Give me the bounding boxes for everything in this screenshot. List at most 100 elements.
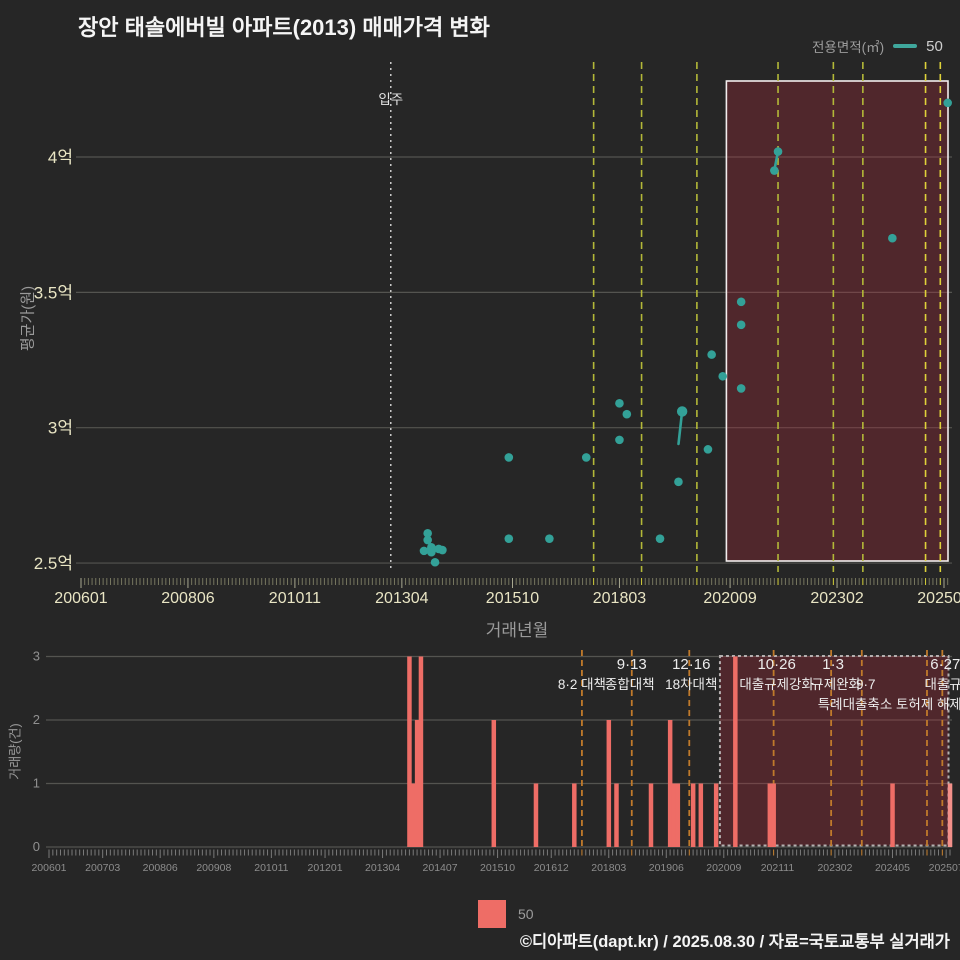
x-axis-tick-label: 201304: [365, 862, 400, 874]
policy-annotation: 규제완화: [811, 677, 861, 692]
legend-line-swatch-icon[interactable]: [893, 44, 918, 48]
y-axis-tick-label: 2.5억: [34, 554, 73, 573]
y-axis-tick-label: 3.5억: [34, 283, 73, 302]
price-trend-line: [677, 410, 684, 446]
volume-bar[interactable]: [491, 720, 497, 847]
legend-top-label: 전용면적(㎡): [812, 40, 885, 55]
x-axis-tick-label: 202302: [817, 862, 852, 874]
price-point[interactable]: [943, 98, 952, 108]
price-point[interactable]: [615, 399, 624, 408]
footer-credit: ©디아파트(dapt.kr) / 2025.08.30 / 자료=국토교통부 실…: [519, 933, 950, 951]
volume-bar[interactable]: [671, 783, 677, 848]
price-point[interactable]: [581, 453, 591, 462]
volume-bar[interactable]: [418, 656, 424, 848]
x-axis-tick-label: 200601: [31, 862, 66, 874]
volume-bar[interactable]: [411, 783, 416, 848]
volume-bar[interactable]: [667, 720, 673, 847]
price-point[interactable]: [736, 384, 746, 393]
volume-bar[interactable]: [606, 720, 612, 847]
y-axis-tick-label: 0: [33, 839, 40, 854]
x-axis-tick-label: 201201: [308, 862, 343, 874]
x-axis-tick-label: 200703: [85, 862, 120, 874]
x-axis-tick-label: 201803: [593, 590, 646, 607]
price-point[interactable]: [655, 534, 665, 543]
volume-bar[interactable]: [698, 783, 704, 848]
volume-bar[interactable]: [771, 783, 776, 848]
volume-bar[interactable]: [690, 783, 696, 848]
price-point[interactable]: [504, 534, 514, 543]
policy-annotation: 10·26: [757, 656, 795, 673]
price-point[interactable]: [773, 147, 783, 156]
x-axis-tick-label: 200806: [161, 590, 214, 607]
volume-bar[interactable]: [767, 783, 773, 848]
volume-bar[interactable]: [947, 783, 953, 848]
policy-annotation: 대출규제강화: [739, 677, 814, 692]
x-axis-tick-label: 201906: [649, 862, 684, 874]
policy-annotation: 6·27: [930, 656, 960, 673]
x-axis-tick-label: 201304: [375, 590, 428, 607]
x-axis-tick-label: 200806: [143, 862, 178, 874]
price-point[interactable]: [703, 445, 713, 454]
legend-bottom: 50: [478, 900, 534, 928]
price-point[interactable]: [504, 453, 514, 462]
volume-bar[interactable]: [614, 783, 619, 848]
x-axis-tick-label: 202009: [703, 590, 756, 607]
policy-annotation: 18차대책: [665, 677, 717, 692]
volume-bar[interactable]: [407, 656, 412, 848]
x-axis-tick-label: 202405: [875, 862, 910, 874]
price-point[interactable]: [423, 535, 432, 545]
policy-annotation: 대출규제: [924, 677, 960, 692]
policy-annotation: 9·13: [617, 656, 647, 673]
price-point[interactable]: [888, 233, 897, 243]
legend-bottom-value[interactable]: 50: [518, 906, 534, 922]
price-point[interactable]: [707, 350, 716, 359]
policy-annotation: 9·7: [856, 677, 876, 692]
price-point[interactable]: [427, 547, 436, 557]
price-point[interactable]: [622, 409, 632, 419]
x-axis-tick-label: 201612: [534, 862, 569, 874]
price-point[interactable]: [736, 297, 746, 307]
x-axis-tick-label: 201011: [254, 862, 288, 874]
volume-bar[interactable]: [648, 783, 654, 848]
volume-bar[interactable]: [414, 720, 420, 847]
x-axis-tick-label: 200601: [54, 590, 107, 607]
volume-bar[interactable]: [733, 656, 738, 848]
price-point[interactable]: [615, 435, 624, 445]
price-point[interactable]: [674, 477, 683, 487]
price-point[interactable]: [736, 320, 746, 330]
volume-bar[interactable]: [572, 783, 577, 848]
volume-bar[interactable]: [890, 783, 895, 848]
price-point[interactable]: [423, 528, 432, 538]
x-axis-tick-label: 201510: [486, 590, 539, 607]
x-axis-tick-label: 202009: [706, 862, 741, 874]
volume-bar[interactable]: [533, 783, 539, 848]
price-point[interactable]: [676, 406, 688, 417]
policy-annotation: 종합대책: [605, 677, 655, 692]
x-axis-tick-label: 201803: [591, 862, 626, 874]
price-point[interactable]: [438, 545, 447, 555]
policy-annotation: 특례대출축소 토허제 해제: [818, 697, 960, 712]
price-point[interactable]: [430, 557, 440, 567]
volume-bar[interactable]: [713, 783, 719, 848]
x-axis-tick-label: 202111: [761, 862, 795, 874]
y-axis-tick-label: 2: [33, 712, 40, 727]
legend-top: 전용면적(㎡) 50: [812, 36, 943, 56]
y-axis-tick-label: 3: [33, 649, 40, 664]
price-point[interactable]: [718, 371, 728, 381]
y-axis-tick-label: 4억: [48, 148, 73, 167]
x-axis-title: 거래년월: [485, 621, 549, 640]
page-title: 장안 태솔에버빌 아파트(2013) 매매가격 변화: [78, 15, 490, 40]
price-point[interactable]: [545, 534, 554, 543]
price-point[interactable]: [770, 166, 779, 175]
volume-bar[interactable]: [675, 783, 681, 848]
legend-bar-swatch-icon[interactable]: [478, 900, 506, 928]
price-point[interactable]: [419, 546, 429, 556]
move-in-label: 입주: [378, 92, 403, 107]
legend-top-value[interactable]: 50: [926, 37, 943, 55]
x-axis-tick-label: 200908: [196, 862, 231, 874]
x-axis-tick-label: 201011: [269, 590, 321, 607]
x-axis-tick-label: 202302: [810, 590, 863, 607]
y-axis-title-price: 평균가(원): [19, 285, 37, 352]
y-axis-title-volume: 거래량(건): [7, 723, 23, 780]
